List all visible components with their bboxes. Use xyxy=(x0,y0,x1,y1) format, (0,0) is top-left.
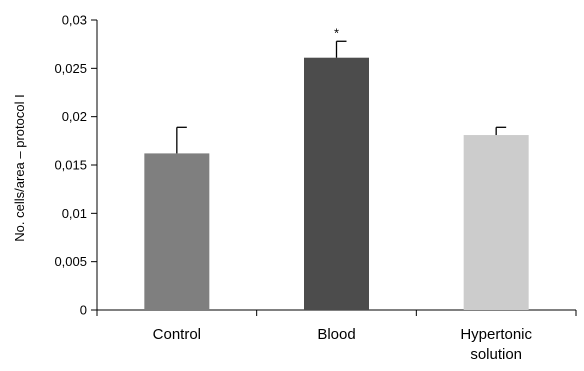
bars: * xyxy=(144,25,529,311)
x-tick-label: solution xyxy=(470,346,522,363)
y-tick-label: 0,015 xyxy=(54,158,87,173)
bar xyxy=(463,135,529,310)
x-ticks xyxy=(96,310,577,316)
x-tick-label: Blood xyxy=(317,326,355,343)
y-tick-label: 0,01 xyxy=(62,206,87,221)
y-tick-label: 0,02 xyxy=(62,109,87,124)
y-axis-label: No. cells/area – protocol I xyxy=(12,94,27,241)
y-tick-label: 0,03 xyxy=(62,13,87,28)
x-labels: Control Blood Hypertonic solution xyxy=(153,326,533,363)
x-tick-label: Control xyxy=(153,326,201,343)
y-tick-label: 0 xyxy=(80,303,87,318)
y-tick-label: 0,025 xyxy=(54,61,87,76)
significance-marker: * xyxy=(334,25,339,40)
bar xyxy=(144,153,210,310)
y-tick-label: 0,005 xyxy=(54,254,87,269)
x-tick-label: Hypertonic xyxy=(460,326,532,343)
y-ticks: 0 0,005 0,01 0,015 0,02 0,025 0,03 xyxy=(54,13,97,318)
bar xyxy=(304,57,369,311)
